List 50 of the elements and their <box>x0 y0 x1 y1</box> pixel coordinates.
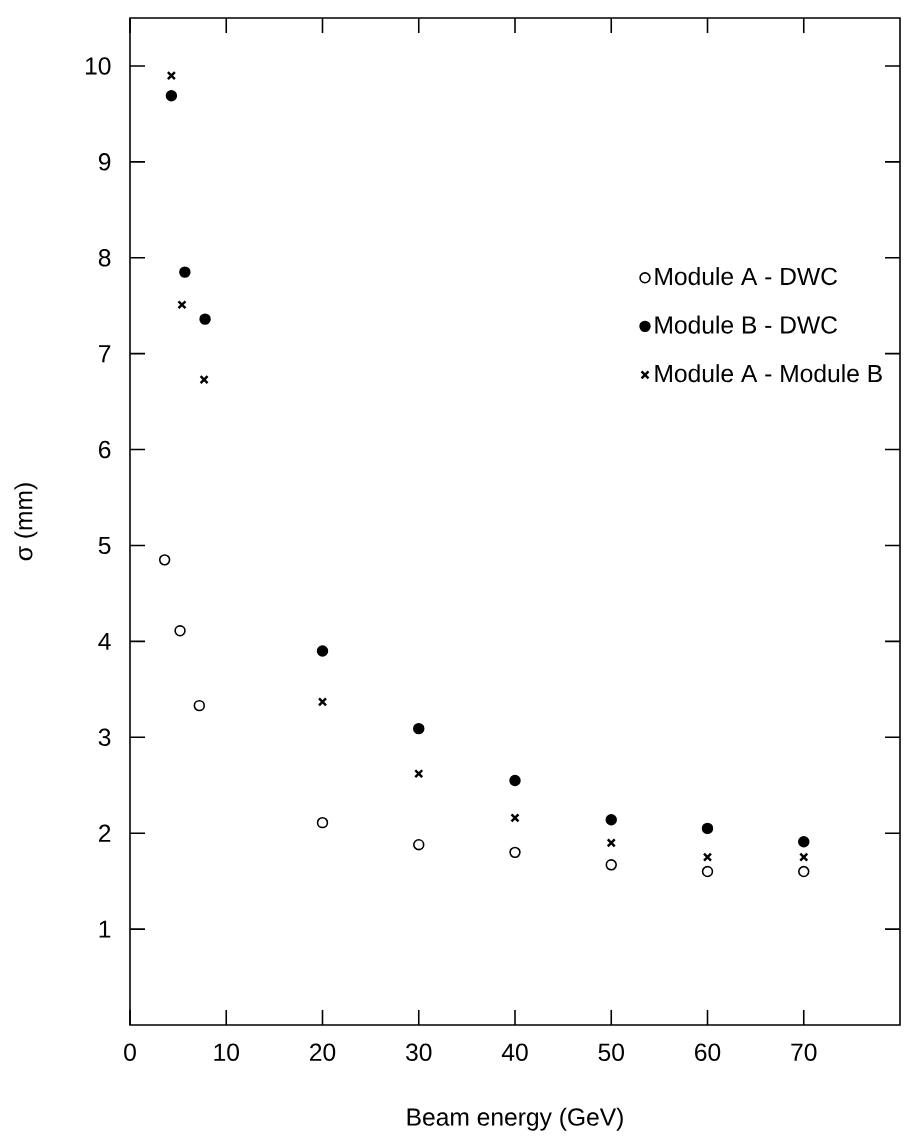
y-tick-label: 10 <box>85 57 111 75</box>
x-tick-label: 30 <box>406 1043 432 1061</box>
point <box>510 813 520 823</box>
y-tick-label: 2 <box>99 824 111 842</box>
y-tick-label: 1 <box>99 920 111 938</box>
point <box>316 645 329 657</box>
x-tick-label: 60 <box>695 1043 721 1061</box>
point <box>799 852 809 862</box>
point <box>193 699 206 712</box>
x-tick-label: 20 <box>310 1043 336 1061</box>
point <box>158 554 171 566</box>
point <box>798 836 810 848</box>
point <box>317 697 328 707</box>
x-tick-label: 0 <box>124 1043 136 1061</box>
point <box>165 89 178 102</box>
x-tick-label: 40 <box>501 1043 528 1061</box>
legend-label: Module A - DWC <box>655 267 838 286</box>
point <box>509 774 521 787</box>
point <box>174 625 186 637</box>
y-axis-title: σ (mm) <box>14 483 38 561</box>
point <box>414 769 424 779</box>
x-tick-label: 70 <box>791 1043 817 1061</box>
point <box>605 814 617 826</box>
y-tick-label: 6 <box>99 440 111 459</box>
point <box>798 865 810 878</box>
y-tick-label: 9 <box>98 153 111 171</box>
point <box>509 846 521 859</box>
point <box>199 374 209 385</box>
legend-label: Module A - Module B <box>655 364 882 383</box>
point <box>606 838 616 848</box>
point <box>166 70 177 81</box>
x-tick-label: 10 <box>214 1043 239 1061</box>
point <box>701 822 714 835</box>
point <box>702 852 713 862</box>
x-tick-label: 50 <box>598 1043 624 1061</box>
point <box>177 300 187 310</box>
point <box>179 266 191 278</box>
y-tick-label: 8 <box>98 249 111 267</box>
x-axis-title: Beam energy (GeV) <box>407 1107 623 1131</box>
y-tick-label: 7 <box>99 345 111 363</box>
point <box>199 313 211 325</box>
y-tick-label: 5 <box>98 536 111 555</box>
point <box>605 859 617 871</box>
point <box>701 865 714 878</box>
point <box>413 838 425 851</box>
y-tick-label: 3 <box>98 728 111 746</box>
legend-label: Module B - DWC <box>655 315 838 334</box>
point <box>316 816 329 829</box>
point <box>413 722 425 735</box>
y-tick-label: 4 <box>98 632 111 650</box>
